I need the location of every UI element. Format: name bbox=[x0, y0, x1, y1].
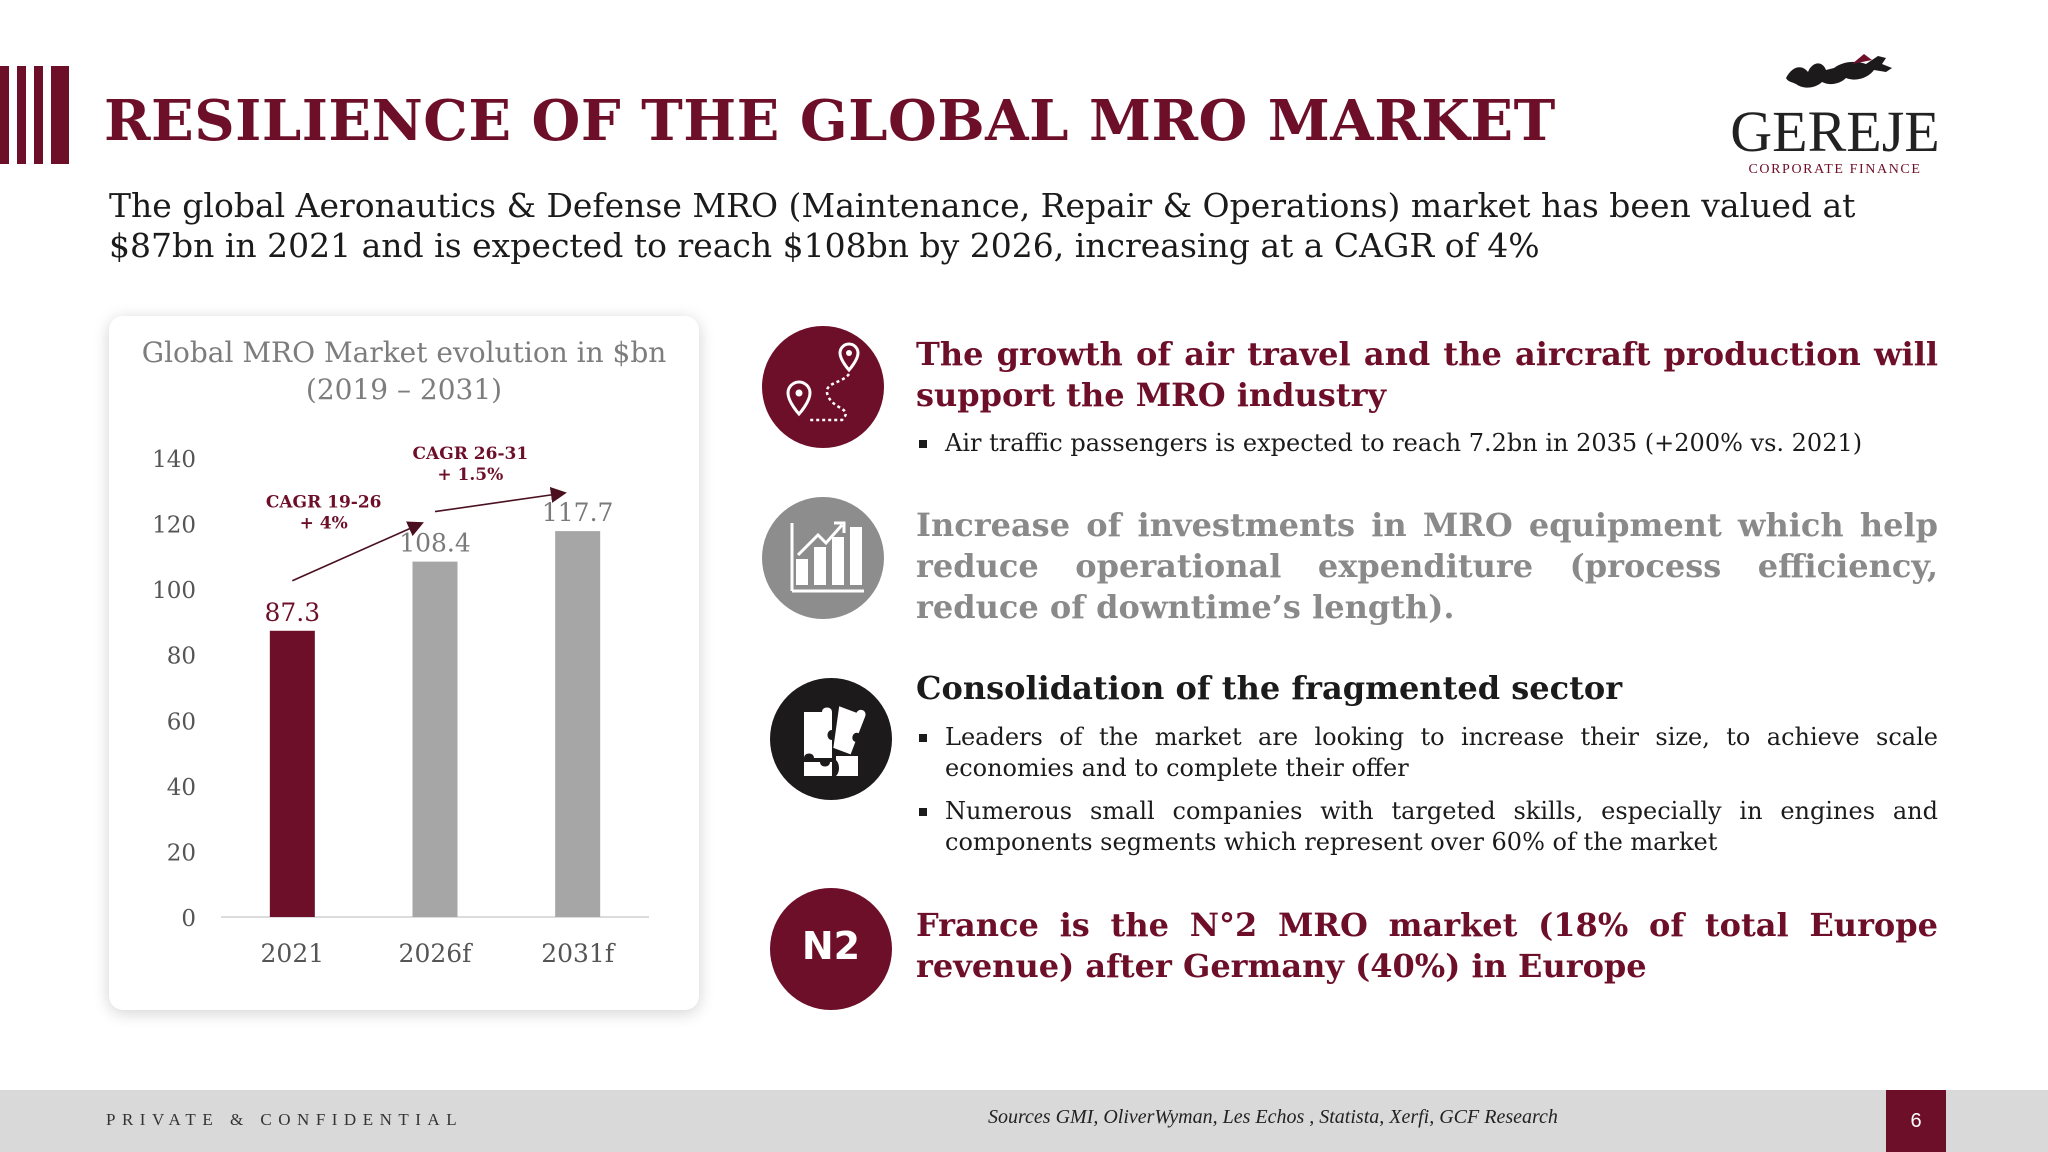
sources-note: Sources GMI, OliverWyman, Les Echos , St… bbox=[988, 1106, 1558, 1128]
chart-title-line: (2019 – 2031) bbox=[305, 373, 503, 406]
x-tick-label: 2026f bbox=[399, 939, 474, 968]
data-label: 108.4 bbox=[399, 529, 471, 558]
y-tick-label: 20 bbox=[167, 840, 196, 866]
cagr-arrow bbox=[292, 521, 424, 582]
logo-wordmark: GEREJE bbox=[1730, 99, 1940, 164]
data-label: 117.7 bbox=[542, 498, 614, 527]
y-tick-label: 120 bbox=[152, 513, 196, 539]
item-bullet-list: Leaders of the market are looking to inc… bbox=[916, 722, 1938, 870]
item-heading: Consolidation of the fragmented sector bbox=[916, 669, 1623, 707]
n2-rank-label: N2 bbox=[801, 924, 861, 968]
chart-card: 0 20 40 60 80 100 120 140 87.3 2021 108.4 2026f 117.… bbox=[109, 316, 699, 1010]
puzzle-icon bbox=[770, 678, 892, 800]
y-tick-label: 80 bbox=[167, 644, 196, 670]
bar bbox=[555, 531, 601, 917]
item-bullet-list: Air traffic passengers is expected to re… bbox=[916, 428, 1938, 471]
title-accent-bars bbox=[0, 66, 70, 164]
list-item: Numerous small companies with targeted s… bbox=[916, 796, 1938, 858]
cagr-arrow bbox=[434, 487, 567, 513]
n2-rank-icon: N2 bbox=[770, 888, 892, 1010]
company-logo: GEREJE CORPORATE FINANCE bbox=[1720, 48, 1950, 180]
cagr-value: + 1.5% bbox=[437, 465, 503, 485]
page-title: RESILIENCE OF THE GLOBAL MRO MARKET bbox=[104, 88, 1556, 154]
cagr-label: CAGR 19-26 bbox=[266, 493, 382, 513]
growth-chart-icon bbox=[762, 497, 884, 619]
y-tick-label: 0 bbox=[181, 906, 196, 932]
item-heading: The growth of air travel and the aircraf… bbox=[916, 335, 1938, 414]
x-tick-label: 2031f bbox=[541, 939, 616, 968]
horse-logo-icon bbox=[1786, 54, 1892, 88]
list-item: Air traffic passengers is expected to re… bbox=[916, 428, 1938, 459]
map-route-icon bbox=[762, 326, 884, 448]
chart-title: Global MRO Market evolution in $bn (2019… bbox=[109, 334, 699, 408]
footer: PRIVATE & CONFIDENTIAL Sources GMI, Oliv… bbox=[0, 1090, 2048, 1152]
list-item: Leaders of the market are looking to inc… bbox=[916, 722, 1938, 784]
bar bbox=[412, 561, 458, 917]
y-tick-label: 140 bbox=[152, 447, 196, 473]
item-heading: Increase of investments in MRO equipment… bbox=[916, 506, 1938, 626]
page-subtitle: The global Aeronautics & Defense MRO (Ma… bbox=[109, 186, 1856, 265]
y-tick-label: 60 bbox=[167, 709, 196, 735]
chart-title-line: Global MRO Market evolution in $bn bbox=[141, 336, 667, 369]
cagr-label: CAGR 26-31 bbox=[413, 444, 529, 464]
bar-chart: 0 20 40 60 80 100 120 140 87.3 2021 108.4 2026f 117.… bbox=[152, 444, 649, 968]
confidential-label: PRIVATE & CONFIDENTIAL bbox=[106, 1110, 464, 1129]
cagr-value: + 4% bbox=[300, 514, 348, 534]
x-tick-label: 2021 bbox=[261, 939, 325, 968]
y-tick-label: 100 bbox=[152, 578, 196, 604]
bar bbox=[269, 630, 315, 917]
y-tick-label: 40 bbox=[167, 775, 196, 801]
item-heading: France is the N°2 MRO market (18% of tot… bbox=[916, 906, 1938, 985]
logo-tagline: CORPORATE FINANCE bbox=[1748, 162, 1922, 177]
data-label: 87.3 bbox=[264, 598, 320, 627]
page-number: 6 bbox=[1886, 1090, 1946, 1152]
